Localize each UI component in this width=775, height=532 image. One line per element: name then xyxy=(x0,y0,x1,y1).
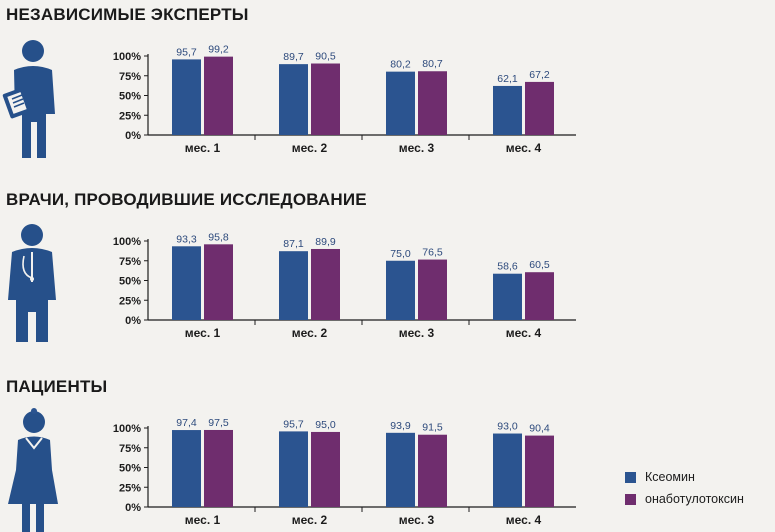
data-label: 93,0 xyxy=(497,421,518,433)
category-label: мес. 3 xyxy=(399,141,435,155)
section-title-patients: ПАЦИЕНТЫ xyxy=(6,377,108,396)
bar-xeomin xyxy=(279,251,308,320)
y-tick-label: 25% xyxy=(119,482,141,494)
bar-xeomin xyxy=(279,64,308,135)
bar-xeomin xyxy=(386,71,415,135)
bar-ona xyxy=(311,431,340,507)
bar-ona xyxy=(525,81,554,135)
bar-xeomin xyxy=(279,431,308,507)
chart-doctors: 0% 25% 50% 75% 100% 93,3 95,8 мес. 1 87,1 89,9 мес… xyxy=(113,231,576,340)
data-label: 80,2 xyxy=(390,59,411,71)
expert-figure-icon xyxy=(2,40,55,158)
data-label: 95,0 xyxy=(315,419,336,431)
data-label: 76,5 xyxy=(422,247,443,259)
category-label: мес. 4 xyxy=(506,513,542,527)
data-label: 99,2 xyxy=(208,44,229,56)
data-label: 89,7 xyxy=(283,51,304,63)
data-label: 58,6 xyxy=(497,261,518,273)
legend-label-xeomin: Ксеомин xyxy=(645,470,695,484)
category-label: мес. 3 xyxy=(399,326,435,340)
y-tick-label: 100% xyxy=(113,51,141,63)
data-label: 93,3 xyxy=(176,233,197,245)
bar-xeomin xyxy=(493,85,522,135)
legend: Ксеомин онаботулотоксин xyxy=(625,466,744,510)
data-label: 95,7 xyxy=(176,46,197,58)
section-title-doctors: ВРАЧИ, ПРОВОДИВШИЕ ИССЛЕДОВАНИЕ xyxy=(6,190,367,209)
data-label: 91,5 xyxy=(422,422,443,434)
y-tick-label: 50% xyxy=(119,463,141,475)
category-label: мес. 4 xyxy=(506,326,542,340)
legend-label-ona: онаботулотоксин xyxy=(645,492,744,506)
bar-ona xyxy=(204,56,233,135)
y-tick-label: 100% xyxy=(113,236,141,248)
bar-ona xyxy=(418,259,447,320)
bar-ona xyxy=(525,272,554,320)
data-label: 80,7 xyxy=(422,58,443,70)
legend-swatch-xeomin xyxy=(625,471,636,483)
y-tick-label: 50% xyxy=(119,276,141,288)
category-label: мес. 2 xyxy=(292,326,328,340)
section-title-experts: НЕЗАВИСИМЫЕ ЭКСПЕРТЫ xyxy=(6,5,249,24)
y-tick-label: 0% xyxy=(125,502,141,514)
data-label: 97,5 xyxy=(208,417,229,429)
bar-xeomin xyxy=(386,260,415,320)
doctor-figure-icon xyxy=(8,224,56,342)
bar-xeomin xyxy=(493,273,522,320)
bar-ona xyxy=(418,71,447,135)
bar-ona xyxy=(418,434,447,507)
data-label: 90,5 xyxy=(315,51,336,63)
chart-patients: 0% 25% 50% 75% 100% 97,4 97,5 мес. 1 95,7 95,0 мес… xyxy=(113,417,576,527)
category-label: мес. 2 xyxy=(292,513,328,527)
bar-ona xyxy=(204,429,233,507)
category-label: мес. 1 xyxy=(185,513,221,527)
y-tick-label: 100% xyxy=(113,423,141,435)
data-label: 95,8 xyxy=(208,231,229,243)
bar-ona xyxy=(311,63,340,135)
legend-item-xeomin: Ксеомин xyxy=(625,466,744,488)
bar-ona xyxy=(311,248,340,320)
patient-figure-icon xyxy=(8,408,58,532)
bar-ona xyxy=(525,435,554,507)
data-label: 87,1 xyxy=(283,238,304,250)
bar-xeomin xyxy=(386,432,415,507)
y-tick-label: 50% xyxy=(119,91,141,103)
category-label: мес. 3 xyxy=(399,513,435,527)
legend-item-ona: онаботулотоксин xyxy=(625,488,744,510)
bar-xeomin xyxy=(172,59,201,135)
bar-ona xyxy=(204,244,233,320)
data-label: 60,5 xyxy=(529,259,550,271)
data-label: 62,1 xyxy=(497,73,518,85)
data-label: 90,4 xyxy=(529,423,550,435)
bar-xeomin xyxy=(493,433,522,507)
chart-experts: 0% 25% 50% 75% 100% 95,7 99,2 мес. 1 89,7 90,5 мес… xyxy=(113,44,576,155)
y-tick-label: 75% xyxy=(119,443,141,455)
data-label: 75,0 xyxy=(390,248,411,260)
data-label: 67,2 xyxy=(529,69,550,81)
y-tick-label: 0% xyxy=(125,315,141,327)
category-label: мес. 2 xyxy=(292,141,328,155)
y-tick-label: 25% xyxy=(119,295,141,307)
category-label: мес. 4 xyxy=(506,141,542,155)
y-tick-label: 0% xyxy=(125,130,141,142)
bar-xeomin xyxy=(172,430,201,507)
data-label: 89,9 xyxy=(315,236,336,248)
data-label: 95,7 xyxy=(283,418,304,430)
y-tick-label: 75% xyxy=(119,71,141,83)
y-tick-label: 25% xyxy=(119,110,141,122)
y-tick-label: 75% xyxy=(119,256,141,268)
legend-swatch-ona xyxy=(625,493,636,505)
bar-xeomin xyxy=(172,246,201,320)
category-label: мес. 1 xyxy=(185,326,221,340)
category-label: мес. 1 xyxy=(185,141,221,155)
data-label: 97,4 xyxy=(176,417,197,429)
data-label: 93,9 xyxy=(390,420,411,432)
